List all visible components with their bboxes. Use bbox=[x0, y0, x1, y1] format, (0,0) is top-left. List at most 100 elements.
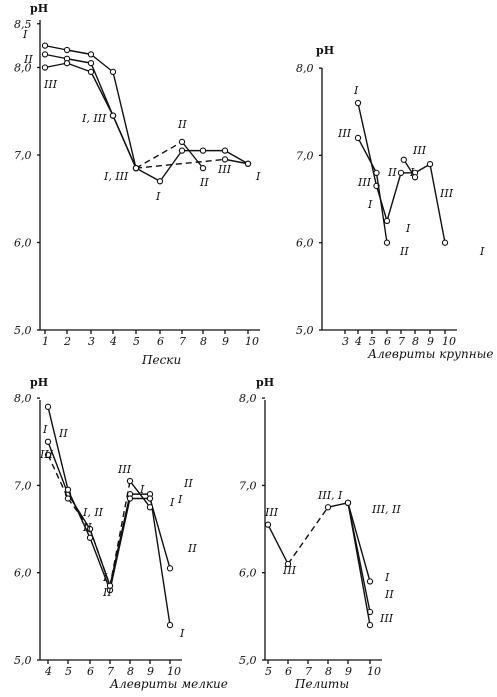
series-line-i bbox=[386, 172, 402, 222]
series-annotation: I bbox=[384, 571, 390, 584]
y-tick-label: 5,0 bbox=[296, 324, 314, 337]
data-point-iii bbox=[411, 174, 419, 181]
x-tick-label: 7 bbox=[179, 335, 186, 348]
data-point-ii bbox=[178, 138, 186, 146]
y-tick-label: 7,0 bbox=[14, 149, 32, 162]
data-point-i bbox=[156, 178, 164, 185]
x-tick-label: 9 bbox=[147, 665, 154, 678]
y-tick-label: 8,0 bbox=[239, 392, 257, 405]
series-annotation: III bbox=[357, 176, 372, 189]
x-tick-label: 10 bbox=[245, 335, 259, 348]
series-annotation: II bbox=[384, 588, 394, 601]
series-line-i bbox=[327, 502, 349, 508]
data-point-ii bbox=[383, 239, 391, 246]
data-point-ii bbox=[64, 486, 72, 493]
data-point-i bbox=[324, 504, 332, 511]
data-point-i bbox=[87, 51, 95, 58]
x-tick-label: 4 bbox=[354, 335, 362, 348]
series-line-iii bbox=[89, 528, 111, 587]
series-line-i bbox=[267, 524, 289, 565]
series-annotation: I, II bbox=[82, 506, 104, 519]
data-point-iii bbox=[64, 495, 72, 502]
series-annotation: II bbox=[187, 542, 197, 555]
data-point-ii bbox=[44, 403, 52, 410]
x-tick-label: 8 bbox=[325, 665, 332, 678]
data-point-ii bbox=[166, 565, 174, 572]
x-axis-label: Пески bbox=[141, 353, 181, 367]
data-point-iii bbox=[126, 477, 134, 485]
data-point-i bbox=[354, 99, 362, 107]
series-line-i bbox=[357, 102, 378, 187]
data-point-i bbox=[178, 147, 186, 154]
series-line-ii bbox=[375, 172, 388, 243]
data-point-iii bbox=[132, 164, 140, 172]
series-line-iii bbox=[47, 454, 69, 499]
series-annotation: III bbox=[264, 506, 279, 519]
series-line-i bbox=[429, 163, 446, 243]
x-tick-label: 8 bbox=[127, 665, 134, 678]
x-tick-label: 9 bbox=[427, 335, 434, 348]
series-annotation: I bbox=[22, 28, 28, 41]
data-point-i bbox=[63, 46, 71, 54]
x-tick-label: 6 bbox=[285, 665, 292, 678]
data-point-iii bbox=[87, 68, 95, 76]
series-annotation: I bbox=[353, 84, 359, 97]
series-line-ii bbox=[135, 141, 183, 169]
data-point-iii bbox=[41, 64, 49, 71]
series-line-iii bbox=[347, 502, 371, 626]
data-point-iii bbox=[400, 156, 407, 163]
y-tick-label: 5,0 bbox=[14, 654, 32, 667]
x-tick-label: 3 bbox=[342, 335, 349, 348]
data-point-i bbox=[366, 578, 374, 585]
y-tick-label: 6,0 bbox=[296, 237, 314, 250]
series-annotation: II bbox=[199, 176, 209, 189]
series-line-iii bbox=[403, 159, 416, 178]
series-annotation: II bbox=[387, 166, 397, 179]
x-tick-label: 7 bbox=[305, 665, 312, 678]
data-point-i bbox=[199, 147, 207, 154]
x-tick-label: 4 bbox=[44, 665, 52, 678]
series-line-i bbox=[149, 494, 171, 626]
data-point-iii bbox=[109, 112, 117, 119]
series-line-iii bbox=[90, 71, 114, 116]
x-axis-label: Пелиты bbox=[294, 677, 349, 691]
series-line-ii bbox=[67, 489, 91, 539]
series-line-iii bbox=[129, 480, 151, 508]
series-annotation: I bbox=[255, 170, 261, 183]
x-tick-label: 7 bbox=[398, 335, 405, 348]
y-tick-label: 7,0 bbox=[239, 479, 257, 492]
series-annotation: II bbox=[58, 427, 68, 440]
series-line-i bbox=[66, 49, 92, 56]
series-line-iii bbox=[67, 498, 91, 530]
series-line-i bbox=[47, 441, 69, 495]
series-annotation: III bbox=[412, 144, 427, 157]
data-point-i bbox=[109, 68, 117, 76]
y-tick-label: 6,0 bbox=[14, 237, 32, 250]
data-point-ii bbox=[373, 169, 380, 177]
x-axis-label: Алевриты крупные bbox=[367, 347, 494, 361]
y-tick-label: 7,0 bbox=[14, 479, 32, 492]
data-point-i bbox=[221, 147, 229, 154]
y-tick-label: 8,0 bbox=[14, 392, 32, 405]
x-tick-label: 4 bbox=[109, 335, 117, 348]
x-tick-label: 9 bbox=[345, 665, 352, 678]
data-point-iii bbox=[63, 59, 71, 67]
x-tick-label: 10 bbox=[367, 665, 381, 678]
series-line-iii bbox=[135, 158, 226, 169]
data-point-ii bbox=[354, 134, 362, 142]
series-annotation: III bbox=[39, 448, 54, 461]
data-point-i bbox=[284, 560, 292, 568]
series-annotation: III bbox=[43, 78, 58, 91]
series-line-i bbox=[112, 71, 137, 169]
y-tick-label: 8,0 bbox=[14, 62, 32, 75]
data-point-iii bbox=[221, 156, 229, 163]
series-line-i bbox=[90, 53, 114, 73]
series-line-i bbox=[135, 167, 161, 182]
x-tick-label: 6 bbox=[157, 335, 164, 348]
series-annotation: I bbox=[179, 627, 185, 640]
y-tick-label: 5,0 bbox=[239, 654, 257, 667]
data-point-ii bbox=[87, 59, 95, 67]
series-annotation: III, II bbox=[371, 503, 401, 516]
y-tick-label: 8,5 bbox=[14, 18, 32, 31]
